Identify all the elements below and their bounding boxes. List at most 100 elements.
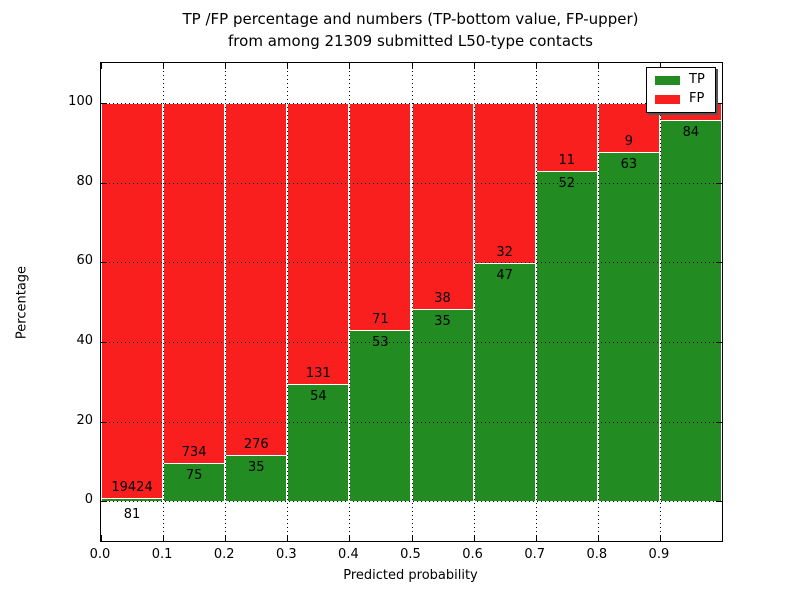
x-tick-mark <box>722 535 723 541</box>
y-tick-mark <box>716 501 722 503</box>
x-tick-mark <box>597 535 599 541</box>
x-tick-mark <box>349 63 351 69</box>
x-tick-label: 0.7 <box>524 547 546 562</box>
tp-count-label: 47 <box>496 268 513 284</box>
bar-group <box>349 63 412 541</box>
fp-count-label: 71 <box>372 311 389 327</box>
x-tick-mark <box>225 535 227 541</box>
fp-count-label: 276 <box>243 437 269 453</box>
tp-count-label: 35 <box>434 314 451 330</box>
x-tick-mark <box>473 63 475 69</box>
x-tick-label: 0.8 <box>586 547 608 562</box>
vertical-gridline <box>163 63 165 541</box>
y-tick-label: 100 <box>68 93 93 109</box>
y-tick-mark <box>101 341 107 343</box>
y-tick-mark <box>101 102 107 104</box>
tp-count-label: 54 <box>310 388 327 404</box>
x-tick-mark <box>225 63 227 69</box>
vertical-gridline <box>349 63 351 541</box>
y-tick-label: 60 <box>76 253 93 269</box>
x-tick-label: 0.6 <box>462 547 483 562</box>
x-tick-mark <box>535 63 537 69</box>
fp-bar-segment <box>163 102 226 465</box>
x-tick-label: 0.2 <box>213 547 235 562</box>
fp-bar-segment <box>101 102 164 500</box>
y-tick-label: 80 <box>76 173 93 189</box>
y-tick-mark <box>101 262 107 264</box>
vertical-gridline <box>659 63 661 541</box>
vertical-gridline <box>473 63 475 541</box>
bar-labels-layer: 19424 81 734 75 276 35 131 54 71 53 38 35 32 47 11 52 9 6… <box>101 63 722 541</box>
bar-group <box>101 63 164 541</box>
y-axis-label: Percentage <box>14 265 30 340</box>
vertical-gridline <box>411 63 413 541</box>
x-tick-mark <box>163 535 165 541</box>
vertical-gridline <box>287 63 289 541</box>
tp-bar-segment <box>473 264 536 502</box>
x-tick-mark <box>597 63 599 69</box>
x-tick-mark <box>411 535 413 541</box>
bars-layer <box>101 63 722 541</box>
tp-count-label: 81 <box>123 507 141 523</box>
chart-title: TP /FP percentage and numbers (TP-bottom… <box>100 8 721 52</box>
y-tick-mark <box>716 102 722 104</box>
fp-count-label: 32 <box>496 245 513 261</box>
x-tick-mark <box>287 535 289 541</box>
chart-title-line1: TP /FP percentage and numbers (TP-bottom… <box>182 10 639 28</box>
x-tick-label: 0.1 <box>151 547 173 562</box>
x-tick-mark <box>349 535 351 541</box>
legend-swatch-tp <box>655 76 680 85</box>
y-tick-label: 40 <box>76 332 93 348</box>
legend-entry-tp: TP <box>647 72 715 88</box>
x-tick-mark <box>535 535 537 541</box>
legend-label-tp: TP <box>689 72 705 87</box>
fp-count-label: 11 <box>558 153 575 169</box>
x-tick-mark <box>659 63 661 69</box>
x-tick-mark <box>659 535 661 541</box>
ticks-layer <box>101 63 723 541</box>
x-tick-mark <box>287 63 289 69</box>
y-tick-label: 20 <box>76 412 93 428</box>
x-axis-label: Predicted probability <box>343 568 478 583</box>
y-tick-mark <box>101 421 107 423</box>
bar-group <box>473 63 536 541</box>
fp-count-label: 38 <box>434 291 451 307</box>
vertical-gridline <box>597 63 599 541</box>
fp-bar-segment <box>473 102 536 265</box>
fp-count-label: 734 <box>181 445 207 461</box>
y-tick-mark <box>716 341 722 343</box>
grid-layer <box>101 63 722 541</box>
fp-count-label: 9 <box>624 133 633 149</box>
x-tick-mark <box>473 535 475 541</box>
x-tick-label: 0.5 <box>400 547 421 562</box>
chart-title-line2: from among 21309 submitted L50-type cont… <box>228 32 593 50</box>
x-tick-label: 0.3 <box>275 547 297 562</box>
x-tick-mark <box>101 63 102 69</box>
legend-swatch-fp <box>655 95 680 104</box>
vertical-gridline <box>535 63 537 541</box>
y-tick-mark <box>101 182 107 184</box>
tp-count-label: 35 <box>247 460 265 476</box>
x-tick-mark <box>722 63 723 69</box>
x-tick-mark <box>163 63 165 69</box>
x-tick-label: 0.9 <box>648 547 670 562</box>
tp-bar-segment <box>659 120 722 502</box>
y-tick-mark <box>716 421 722 423</box>
x-tick-mark <box>411 63 413 69</box>
bar-group <box>535 63 598 541</box>
legend-label-fp: FP <box>689 91 705 106</box>
fp-count-label: 19424 <box>111 480 153 496</box>
tp-count-label: 75 <box>185 468 203 484</box>
vertical-gridline <box>225 63 227 541</box>
tp-count-label: 52 <box>558 176 575 192</box>
bar-group <box>597 63 660 541</box>
legend-entry-fp: FP <box>647 91 715 107</box>
plot-area: 19424 81 734 75 276 35 131 54 71 53 38 35 32 47 11 52 9 6… <box>100 62 723 542</box>
tp-count-label: 63 <box>620 156 638 172</box>
y-tick-mark <box>716 262 722 264</box>
x-tick-label: 0.0 <box>89 547 111 562</box>
x-tick-label: 0.4 <box>338 547 359 562</box>
y-tick-mark <box>101 501 107 503</box>
fp-count-label: 131 <box>305 365 331 381</box>
